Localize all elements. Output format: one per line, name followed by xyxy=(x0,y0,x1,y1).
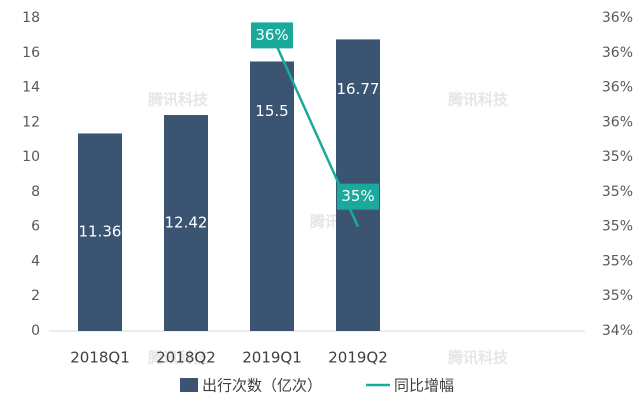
y-tick-label: 18 xyxy=(22,10,40,26)
line-value-label: 36% xyxy=(255,26,288,44)
y2-tick-label: 34% xyxy=(602,323,633,339)
line-value-label: 35% xyxy=(341,187,374,205)
bar-value-label: 16.77 xyxy=(337,80,380,98)
y2-tick-label: 36% xyxy=(602,10,633,26)
watermark: 腾讯科技 xyxy=(447,91,509,109)
bar xyxy=(250,61,294,331)
y2-tick-label: 35% xyxy=(602,219,633,235)
y2-tick-label: 35% xyxy=(602,253,633,269)
watermark: 腾讯科技 xyxy=(447,349,509,367)
value-label-box xyxy=(251,22,293,49)
y2-tick-label: 36% xyxy=(602,45,633,61)
y-tick-label: 2 xyxy=(31,288,40,304)
y-tick-label: 10 xyxy=(22,149,40,165)
y-tick-label: 8 xyxy=(31,184,40,200)
legend-label: 同比增幅 xyxy=(394,377,454,395)
legend-label: 出行次数（亿次） xyxy=(202,377,322,395)
y-tick-label: 4 xyxy=(31,253,40,269)
x-tick-label: 2018Q1 xyxy=(70,349,130,367)
value-label-box xyxy=(337,183,379,210)
x-tick-label: 2019Q2 xyxy=(328,349,388,367)
bar-value-label: 15.5 xyxy=(255,102,288,120)
y-tick-label: 16 xyxy=(22,45,40,61)
bar-value-label: 12.42 xyxy=(165,214,208,232)
y2-tick-label: 35% xyxy=(602,149,633,165)
y2-tick-label: 35% xyxy=(602,288,633,304)
legend-swatch xyxy=(180,378,198,392)
bar xyxy=(164,115,208,331)
watermark: 腾讯科技 xyxy=(147,91,209,109)
y-tick-label: 6 xyxy=(31,219,40,235)
bar-value-label: 11.36 xyxy=(79,223,122,241)
y-tick-label: 12 xyxy=(22,114,40,130)
y-tick-label: 14 xyxy=(22,80,40,96)
watermark: 腾讯科技 xyxy=(147,349,209,367)
y-tick-label: 0 xyxy=(31,323,40,339)
y2-tick-label: 36% xyxy=(602,114,633,130)
y2-tick-label: 35% xyxy=(602,184,633,200)
x-tick-label: 2019Q1 xyxy=(242,349,302,367)
x-tick-label: 2018Q2 xyxy=(156,349,216,367)
y2-tick-label: 36% xyxy=(602,80,633,96)
bar xyxy=(78,133,122,331)
